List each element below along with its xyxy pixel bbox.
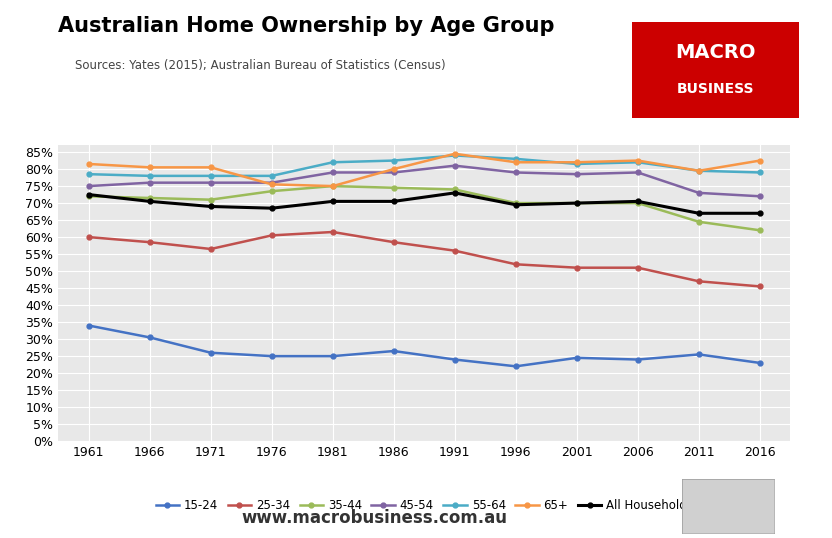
35-44 — [633, 200, 643, 206]
Text: Sources: Yates (2015); Australian Bureau of Statistics (Census): Sources: Yates (2015); Australian Bureau… — [75, 59, 445, 72]
Line: 25-34: 25-34 — [87, 230, 762, 289]
All Households — [145, 198, 155, 204]
35-44 — [145, 195, 155, 201]
25-34 — [694, 278, 704, 285]
65+ — [84, 161, 94, 167]
15-24 — [511, 363, 521, 370]
15-24 — [206, 350, 215, 356]
35-44 — [755, 227, 765, 233]
65+ — [389, 166, 399, 172]
45-54 — [206, 180, 215, 186]
All Households — [572, 200, 582, 206]
All Households — [206, 203, 215, 210]
All Households — [694, 210, 704, 216]
45-54 — [328, 169, 338, 176]
45-54 — [572, 171, 582, 178]
Text: Australian Home Ownership by Age Group: Australian Home Ownership by Age Group — [58, 16, 555, 36]
55-64 — [755, 169, 765, 176]
65+ — [206, 164, 215, 171]
35-44 — [267, 188, 277, 194]
45-54 — [267, 180, 277, 186]
Line: 65+: 65+ — [87, 151, 762, 188]
45-54 — [511, 169, 521, 176]
Text: BUSINESS: BUSINESS — [676, 82, 755, 96]
15-24 — [84, 322, 94, 329]
Line: 55-64: 55-64 — [87, 153, 762, 178]
25-34 — [389, 239, 399, 245]
All Households — [389, 198, 399, 204]
65+ — [267, 181, 277, 188]
55-64 — [267, 173, 277, 179]
15-24 — [572, 355, 582, 361]
Line: 15-24: 15-24 — [87, 323, 762, 369]
35-44 — [389, 185, 399, 191]
Line: 45-54: 45-54 — [87, 163, 762, 199]
15-24 — [328, 353, 338, 359]
35-44 — [84, 193, 94, 200]
All Households — [84, 192, 94, 198]
All Households — [328, 198, 338, 204]
25-34 — [572, 265, 582, 271]
65+ — [694, 167, 704, 174]
25-34 — [450, 247, 460, 254]
55-64 — [511, 155, 521, 162]
65+ — [145, 164, 155, 171]
25-34 — [145, 239, 155, 245]
65+ — [572, 159, 582, 166]
55-64 — [450, 152, 460, 159]
All Households — [511, 202, 521, 208]
45-54 — [450, 162, 460, 169]
45-54 — [633, 169, 643, 176]
45-54 — [145, 180, 155, 186]
25-34 — [267, 232, 277, 239]
35-44 — [206, 196, 215, 203]
All Households — [450, 190, 460, 196]
25-34 — [84, 234, 94, 240]
35-44 — [328, 183, 338, 189]
Line: 35-44: 35-44 — [87, 183, 762, 233]
65+ — [450, 151, 460, 157]
35-44 — [511, 200, 521, 206]
25-34 — [633, 265, 643, 271]
45-54 — [694, 190, 704, 196]
25-34 — [206, 246, 215, 252]
25-34 — [755, 283, 765, 289]
55-64 — [633, 159, 643, 166]
35-44 — [450, 186, 460, 193]
45-54 — [84, 183, 94, 189]
65+ — [511, 159, 521, 166]
Legend: 15-24, 25-34, 35-44, 45-54, 55-64, 65+, All Households: 15-24, 25-34, 35-44, 45-54, 55-64, 65+, … — [151, 494, 698, 517]
65+ — [755, 157, 765, 164]
15-24 — [450, 356, 460, 363]
Text: www.macrobusiness.com.au: www.macrobusiness.com.au — [241, 509, 508, 527]
55-64 — [572, 161, 582, 167]
Line: All Households: All Households — [87, 190, 762, 216]
Text: MACRO: MACRO — [676, 43, 755, 62]
55-64 — [84, 171, 94, 178]
15-24 — [267, 353, 277, 359]
55-64 — [389, 157, 399, 164]
All Households — [267, 205, 277, 211]
55-64 — [145, 173, 155, 179]
55-64 — [328, 159, 338, 166]
15-24 — [694, 351, 704, 358]
15-24 — [145, 334, 155, 341]
45-54 — [755, 193, 765, 200]
35-44 — [694, 218, 704, 225]
25-34 — [328, 229, 338, 235]
45-54 — [389, 169, 399, 176]
65+ — [633, 157, 643, 164]
15-24 — [755, 360, 765, 366]
All Households — [755, 210, 765, 216]
25-34 — [511, 261, 521, 267]
15-24 — [633, 356, 643, 363]
55-64 — [694, 167, 704, 174]
All Households — [633, 198, 643, 204]
35-44 — [572, 200, 582, 206]
65+ — [328, 183, 338, 189]
55-64 — [206, 173, 215, 179]
15-24 — [389, 348, 399, 354]
